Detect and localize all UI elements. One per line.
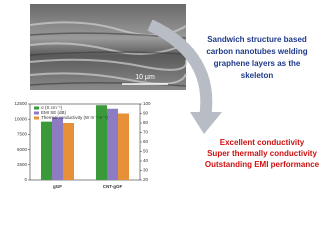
y2-tick-label: 40	[143, 158, 149, 163]
description-line: graphene layers as the	[214, 59, 301, 68]
y-tick-label: 10000	[14, 116, 27, 121]
y-tick-label: 5000	[17, 147, 28, 152]
legend-label: EMI SE (dB)	[41, 110, 67, 115]
arrow-head	[190, 112, 222, 134]
bar	[52, 117, 63, 180]
scale-bar-label: 10 μm	[135, 74, 155, 81]
bar	[63, 123, 74, 180]
x-tick-label: CNT-gGF	[103, 184, 123, 189]
description-line: carbon nanotubes welding	[206, 47, 307, 56]
y2-tick-label: 50	[143, 149, 149, 154]
arrow	[147, 19, 213, 119]
highlight-line: Outstanding EMI performance	[205, 160, 320, 169]
y2-tick-label: 20	[143, 177, 149, 182]
x-tick-label: gGF	[53, 184, 62, 189]
legend-swatch	[34, 111, 39, 115]
y-tick-label: 12500	[14, 101, 27, 106]
bar	[96, 105, 107, 180]
legend-swatch	[34, 106, 39, 110]
bar-chart: 0 2500 5000 7500 10000 12500 20 30 40 50 60 70 80 90 1…	[14, 101, 151, 189]
highlight-line: Excellent conductivity	[220, 138, 305, 147]
y2-tick-label: 60	[143, 139, 149, 144]
bar	[118, 113, 129, 180]
bar	[41, 121, 52, 180]
legend-swatch	[34, 116, 39, 120]
legend-label: σ (S cm⁻¹)	[41, 105, 63, 110]
y-tick-label: 7500	[17, 132, 28, 137]
highlight-line: Super thermally conductivity	[207, 149, 317, 158]
legend-label: Thermal conductivity (W m⁻¹ K⁻¹)	[41, 115, 108, 120]
description-line: Sandwich structure based	[207, 35, 307, 44]
graphical-abstract: 10 μm Sandwich structure based carbon na…	[14, 4, 320, 189]
y2-tick-label: 30	[143, 168, 149, 173]
description-line: skeleton	[241, 71, 274, 80]
bar	[107, 108, 118, 180]
sem-image: 10 μm	[29, 4, 188, 90]
y-tick-label: 2500	[17, 162, 28, 167]
y2-tick-label: 80	[143, 120, 149, 125]
y2-tick-label: 100	[143, 101, 151, 106]
y2-tick-label: 70	[143, 130, 149, 135]
y-tick-label: 0	[24, 177, 27, 182]
y2-tick-label: 90	[143, 111, 149, 116]
